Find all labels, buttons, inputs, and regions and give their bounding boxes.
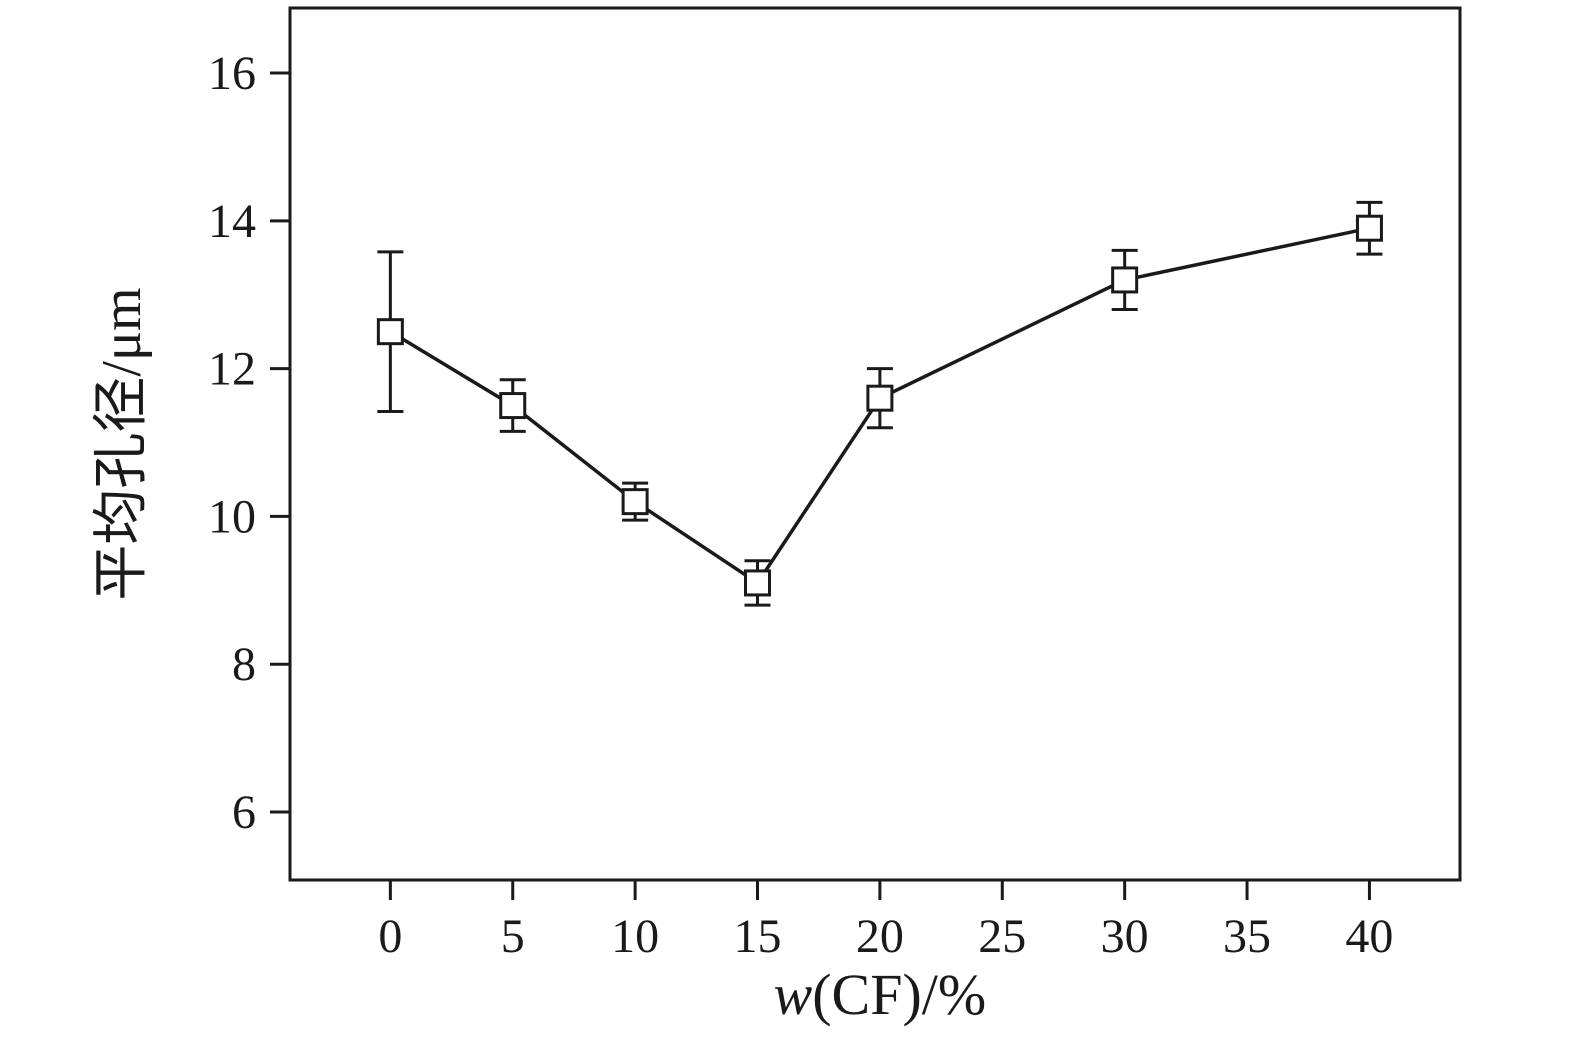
data-point-marker — [376, 318, 404, 346]
data-point-marker — [866, 384, 894, 412]
data-point-marker — [1355, 214, 1383, 242]
x-tick-label: 10 — [611, 910, 659, 963]
x-tick-label: 15 — [734, 910, 782, 963]
y-tick-label: 16 — [208, 47, 256, 100]
x-axis-label: w(CF)/% — [774, 962, 987, 1027]
x-tick-label: 35 — [1223, 910, 1271, 963]
x-tick-label: 30 — [1101, 910, 1149, 963]
x-tick-label: 25 — [978, 910, 1026, 963]
y-tick-label: 6 — [232, 786, 256, 839]
x-tick-label: 20 — [856, 910, 904, 963]
y-tick-label: 10 — [208, 490, 256, 543]
y-tick-label: 12 — [208, 343, 256, 396]
y-axis-label: 平均孔径/μm — [91, 287, 153, 600]
x-tick-label: 40 — [1345, 910, 1393, 963]
plot-frame — [288, 6, 1462, 882]
data-point-marker — [499, 392, 527, 420]
x-tick-label: 0 — [378, 910, 402, 963]
y-tick-label: 14 — [208, 195, 256, 248]
x-tick-label: 5 — [501, 910, 525, 963]
data-point-marker — [744, 569, 772, 597]
data-point-marker — [621, 488, 649, 516]
y-tick-label: 8 — [232, 638, 256, 691]
data-point-marker — [1111, 266, 1139, 294]
